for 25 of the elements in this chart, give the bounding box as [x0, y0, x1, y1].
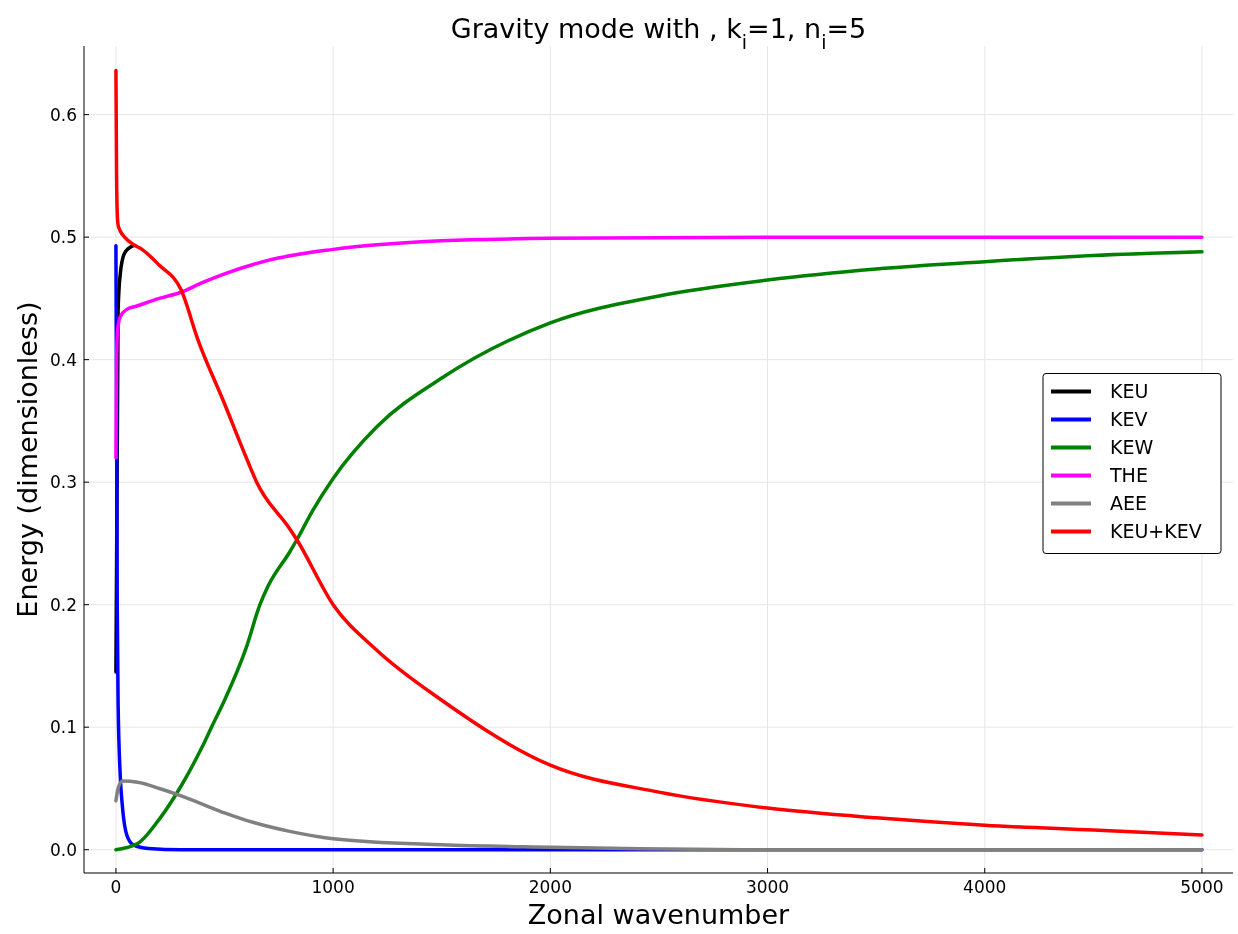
x-axis-title: Zonal wavenumber	[527, 899, 791, 930]
legend-label: THE	[1109, 463, 1148, 486]
x-tick-label: 1000	[311, 877, 355, 897]
y-tick-label: 0.4	[49, 349, 77, 370]
x-tick-label: 2000	[528, 877, 572, 897]
x-tick-label: 3000	[745, 877, 790, 897]
legend-label: KEU	[1110, 379, 1149, 402]
line-series	[114, 235, 1204, 460]
x-tick-label: 5000	[1180, 877, 1224, 897]
y-tick-label: 0.2	[49, 594, 77, 615]
y-tick-label: 0.6	[49, 104, 77, 125]
legend-label: AEE	[1110, 491, 1148, 514]
y-tick-label: 0.3	[49, 472, 77, 493]
legend-label: KEW	[1110, 435, 1154, 458]
x-tick-label: 0	[110, 877, 122, 897]
legend-label: KEV	[1110, 407, 1148, 430]
x-tick-label: 4000	[963, 877, 1007, 897]
y-tick-label: 0.0	[49, 839, 77, 860]
y-axis-title: Energy (dimensionless)	[12, 301, 43, 618]
line-series	[114, 779, 1204, 852]
chart-title: Gravity mode with , k$_{i}$=1, n$_{i}$=5	[450, 13, 867, 53]
legend-label: KEU+KEV	[1110, 519, 1202, 542]
line-series	[114, 68, 1204, 837]
y-tick-label: 0.1	[49, 717, 77, 738]
y-tick-label: 0.5	[49, 227, 77, 248]
